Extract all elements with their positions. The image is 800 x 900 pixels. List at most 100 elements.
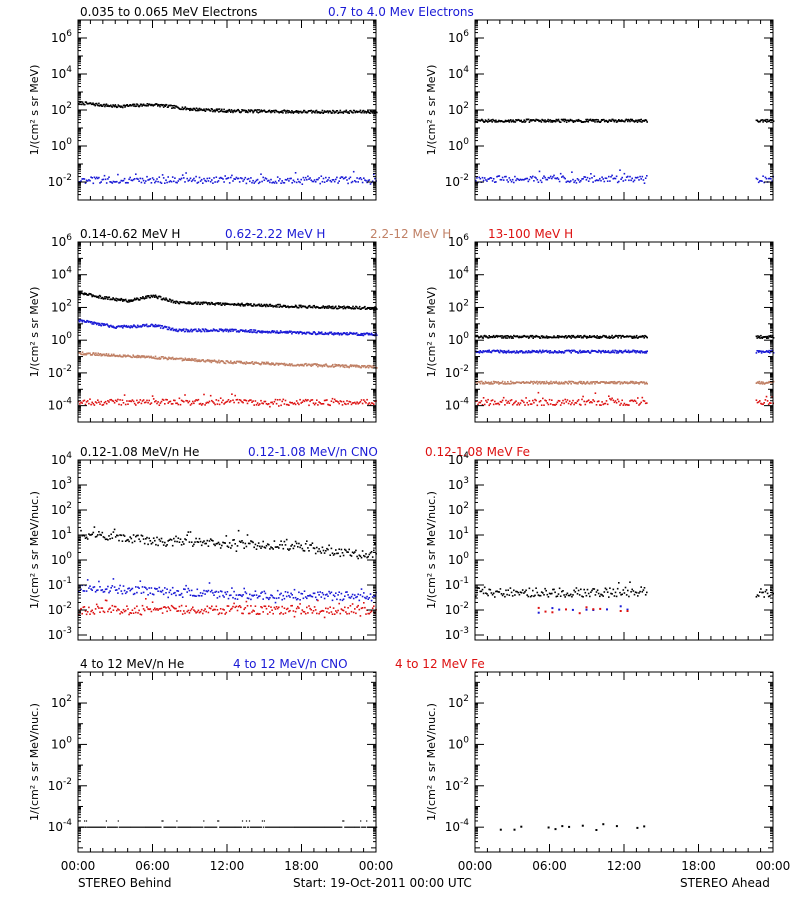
data-point	[517, 352, 520, 354]
data-point	[593, 119, 596, 121]
data-point	[536, 350, 538, 352]
data-point	[302, 549, 305, 552]
data-point	[85, 179, 88, 182]
data-point	[309, 594, 311, 596]
data-point	[501, 399, 504, 402]
data-point	[513, 350, 516, 353]
row-0-title-0: 0.035 to 0.065 MeV Electrons	[80, 5, 257, 19]
data-point	[100, 324, 102, 327]
data-point	[566, 399, 569, 401]
data-point	[266, 597, 269, 599]
data-point	[127, 587, 129, 590]
data-point	[550, 121, 552, 123]
data-point	[368, 332, 371, 335]
data-point	[191, 357, 193, 360]
data-point	[562, 335, 565, 338]
data-point	[112, 354, 114, 357]
data-point	[510, 380, 512, 383]
data-point	[500, 179, 503, 181]
y-tick-label: 100	[51, 137, 72, 153]
data-point	[479, 401, 482, 404]
data-point	[174, 358, 177, 361]
data-point	[643, 400, 646, 402]
data-point	[242, 180, 244, 182]
data-point	[563, 382, 566, 385]
data-point	[249, 399, 251, 401]
data-point	[304, 176, 307, 179]
data-point	[143, 542, 146, 545]
data-point	[260, 363, 263, 365]
data-point	[560, 352, 563, 354]
data-point	[195, 399, 197, 401]
data-point	[331, 179, 334, 181]
data-point	[502, 351, 505, 354]
data-point	[562, 382, 564, 385]
data-point	[632, 337, 635, 339]
data-point	[339, 109, 342, 112]
data-point	[126, 104, 128, 106]
data-point	[194, 179, 196, 182]
data-point	[245, 592, 248, 595]
data-point	[260, 547, 262, 549]
data-point	[642, 399, 645, 402]
y-tick-label: 104	[448, 65, 469, 81]
data-point	[255, 179, 258, 182]
data-point	[247, 330, 250, 332]
data-point	[546, 178, 549, 181]
data-point	[242, 362, 245, 365]
data-point	[203, 108, 205, 110]
data-point	[169, 180, 172, 182]
data-point	[270, 363, 272, 366]
data-point	[629, 400, 631, 402]
data-point	[268, 543, 270, 546]
data-point	[613, 351, 616, 354]
data-point	[83, 178, 86, 180]
data-point	[133, 178, 136, 180]
data-point	[108, 401, 110, 403]
data-point	[101, 178, 104, 181]
data-point	[549, 119, 552, 121]
data-point	[759, 400, 761, 402]
data-point	[176, 402, 178, 404]
data-point	[616, 382, 619, 384]
data-point	[221, 108, 223, 111]
data-point	[136, 177, 138, 180]
data-point	[497, 175, 499, 177]
data-point	[185, 172, 187, 174]
data-point	[340, 548, 343, 551]
data-point	[510, 119, 512, 121]
data-point	[154, 294, 157, 297]
data-point	[147, 104, 149, 107]
data-point	[333, 398, 336, 401]
data-point	[345, 403, 347, 406]
data-point	[365, 402, 367, 404]
y-tick-label: 10-2	[445, 364, 469, 380]
data-point	[211, 108, 213, 111]
data-point	[612, 382, 615, 385]
data-point	[580, 351, 582, 354]
data-point	[580, 382, 582, 384]
data-point	[574, 336, 577, 339]
data-point	[610, 120, 613, 122]
data-point	[500, 382, 502, 384]
data-point	[323, 181, 326, 183]
data-point	[233, 361, 235, 364]
data-point	[131, 326, 134, 329]
data-point	[136, 297, 139, 300]
data-point	[216, 597, 219, 599]
data-point	[604, 402, 607, 405]
data-point	[363, 365, 365, 367]
data-point	[163, 104, 166, 106]
data-point	[101, 404, 104, 406]
data-point	[287, 111, 289, 114]
data-point	[238, 594, 241, 596]
data-point	[586, 120, 588, 123]
data-point	[511, 403, 514, 406]
data-point	[363, 111, 365, 114]
data-point	[288, 330, 291, 332]
data-point	[212, 329, 214, 332]
data-point	[582, 336, 584, 339]
data-point	[89, 179, 91, 182]
footer-right-label: STEREO Ahead	[680, 876, 770, 890]
